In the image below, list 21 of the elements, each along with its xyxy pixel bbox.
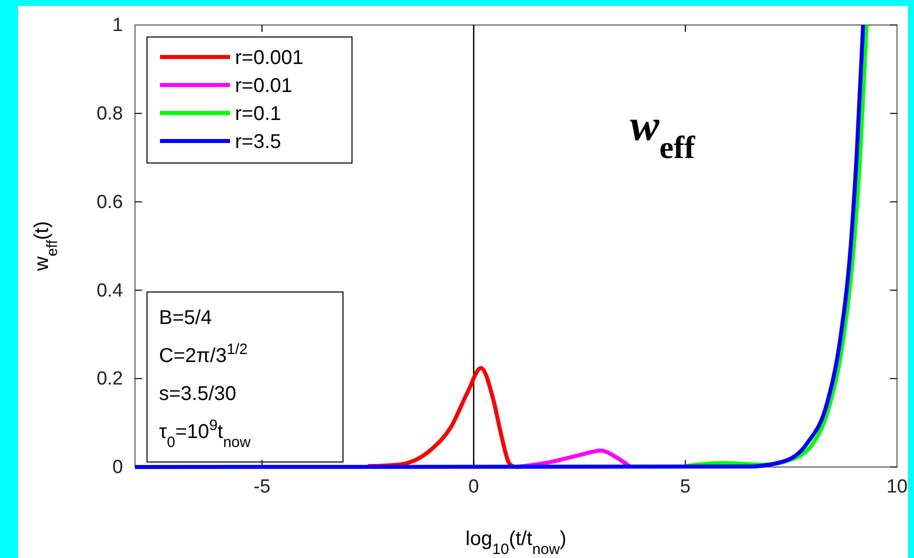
y-tick-label: 0.8 — [96, 103, 123, 124]
legend-label: r=0.001 — [235, 47, 304, 69]
y-tick-label: 0.2 — [96, 368, 123, 390]
y-tick-label: 0.6 — [96, 192, 123, 213]
annotation: s=3.5/30 — [159, 383, 236, 405]
x-tick-label: 5 — [680, 476, 691, 498]
annotation: C=2π/3$^{1/2}$ — [159, 340, 248, 367]
legend-label: r=0.1 — [235, 103, 282, 125]
x-tick-label: -5 — [254, 476, 270, 498]
line-series — [133, 23, 866, 469]
x-axis-title: log$_{10}$(t/t$_{now}$) — [466, 528, 566, 558]
y-tick-label: 1 — [112, 15, 123, 36]
y-tick-label: 0 — [112, 457, 123, 478]
text: w$_{eff}$ — [630, 101, 696, 165]
legend-label: r=3.5 — [235, 131, 282, 153]
annotation: τ$_{0}$=10$^{9}$t$_{now}$ — [159, 416, 251, 450]
y-tick-label: 0.4 — [96, 280, 124, 302]
legend-label: r=0.01 — [235, 75, 292, 97]
x-tick-label: 10 — [886, 476, 908, 498]
annotation: B=5/4 — [159, 307, 212, 329]
x-tick-label: 0 — [468, 476, 479, 498]
